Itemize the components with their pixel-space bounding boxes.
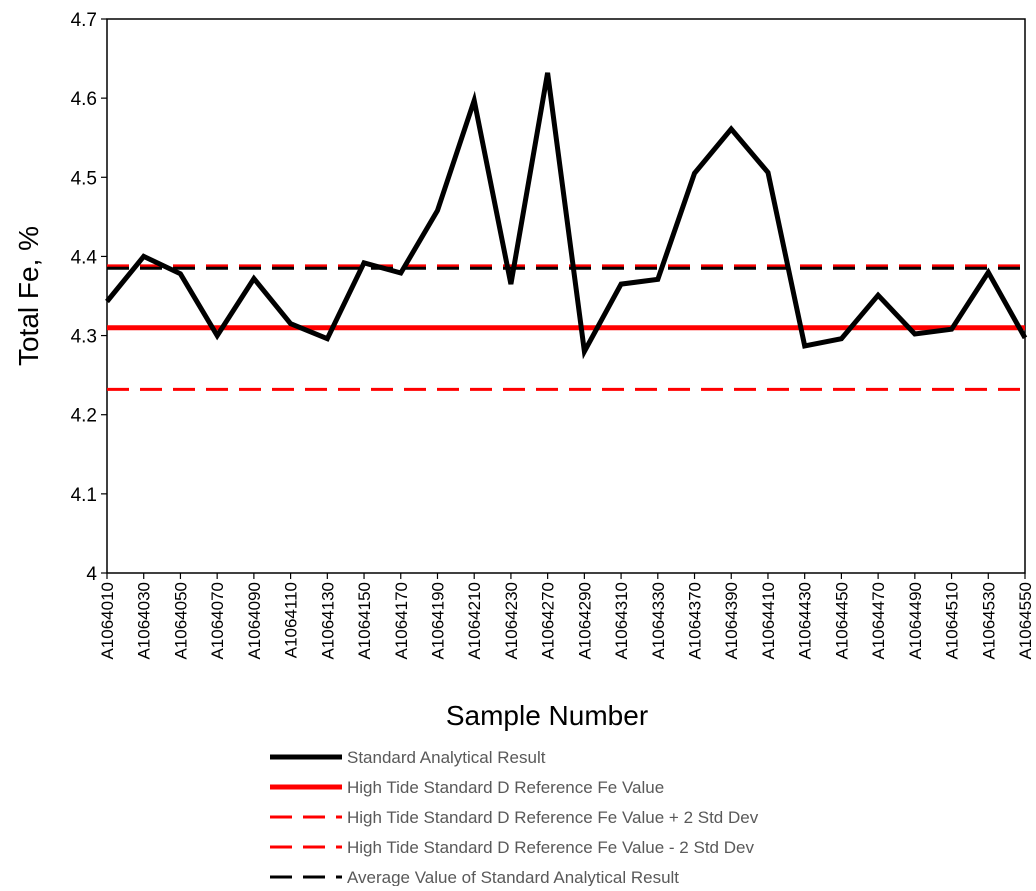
legend-label-3: High Tide Standard D Reference Fe Value … (347, 838, 754, 857)
y-tick-label: 4 (86, 564, 97, 585)
x-tick-label: A1064330 (649, 582, 668, 660)
x-tick-label: A1064210 (465, 582, 484, 660)
x-tick-label: A1064230 (502, 582, 521, 660)
x-tick-label: A1064070 (208, 582, 227, 660)
x-axis-title: Sample Number (446, 700, 648, 731)
y-tick-label: 4.5 (71, 168, 97, 189)
x-tick-label: A1064130 (318, 582, 337, 660)
legend: Standard Analytical Result High Tide Stan… (270, 748, 759, 887)
x-tick-label: A1064270 (539, 582, 558, 660)
series-line-0 (105, 72, 1028, 360)
y-tick-label: 4.4 (71, 247, 98, 268)
x-tick-label: A1064310 (612, 582, 631, 660)
y-axis-title: Total Fe, % (13, 226, 44, 366)
y-axis-ticks: 4 4.1 4.2 4.3 4.4 4.5 4.6 4.7 (71, 10, 107, 585)
x-tick-label: A1064010 (98, 582, 117, 660)
x-tick-label: A1064150 (355, 582, 374, 660)
x-tick-label: A1064190 (428, 582, 447, 660)
y-tick-label: 4.3 (71, 327, 97, 348)
legend-label-4: Average Value of Standard Analytical Res… (347, 868, 679, 886)
x-tick-label: A1064510 (943, 582, 962, 660)
x-tick-label: A1064050 (171, 582, 190, 660)
x-tick-label: A1064110 (282, 582, 301, 658)
x-tick-label: A1064430 (796, 582, 815, 660)
x-tick-label: A1064410 (759, 582, 778, 660)
x-tick-label: A1064450 (832, 582, 851, 660)
x-tick-label: A1064470 (869, 582, 888, 660)
x-tick-label: A1064090 (245, 582, 264, 660)
y-tick-label: 4.6 (71, 89, 97, 110)
y-tick-label: 4.2 (71, 406, 97, 427)
legend-label-1: High Tide Standard D Reference Fe Value (347, 778, 664, 797)
series-layer (105, 72, 1028, 391)
x-tick-label: A1064530 (979, 582, 998, 660)
x-tick-label: A1064290 (575, 582, 594, 660)
x-tick-label: A1064170 (392, 582, 411, 660)
x-axis-ticks: A1064010 A1064030 A1064050 A1064070 A1064090… (98, 573, 1035, 660)
x-tick-label: A1064550 (1016, 582, 1035, 660)
x-tick-label: A1064390 (722, 582, 741, 660)
x-tick-label: A1064490 (906, 582, 925, 660)
legend-label-0: Standard Analytical Result (347, 748, 546, 767)
plot-area (106, 18, 1026, 574)
x-tick-label: A1064030 (135, 582, 154, 660)
y-tick-label: 4.1 (71, 485, 97, 506)
legend-label-2: High Tide Standard D Reference Fe Value … (347, 808, 759, 827)
y-tick-label: 4.7 (71, 10, 97, 31)
x-tick-label: A1064370 (686, 582, 705, 660)
